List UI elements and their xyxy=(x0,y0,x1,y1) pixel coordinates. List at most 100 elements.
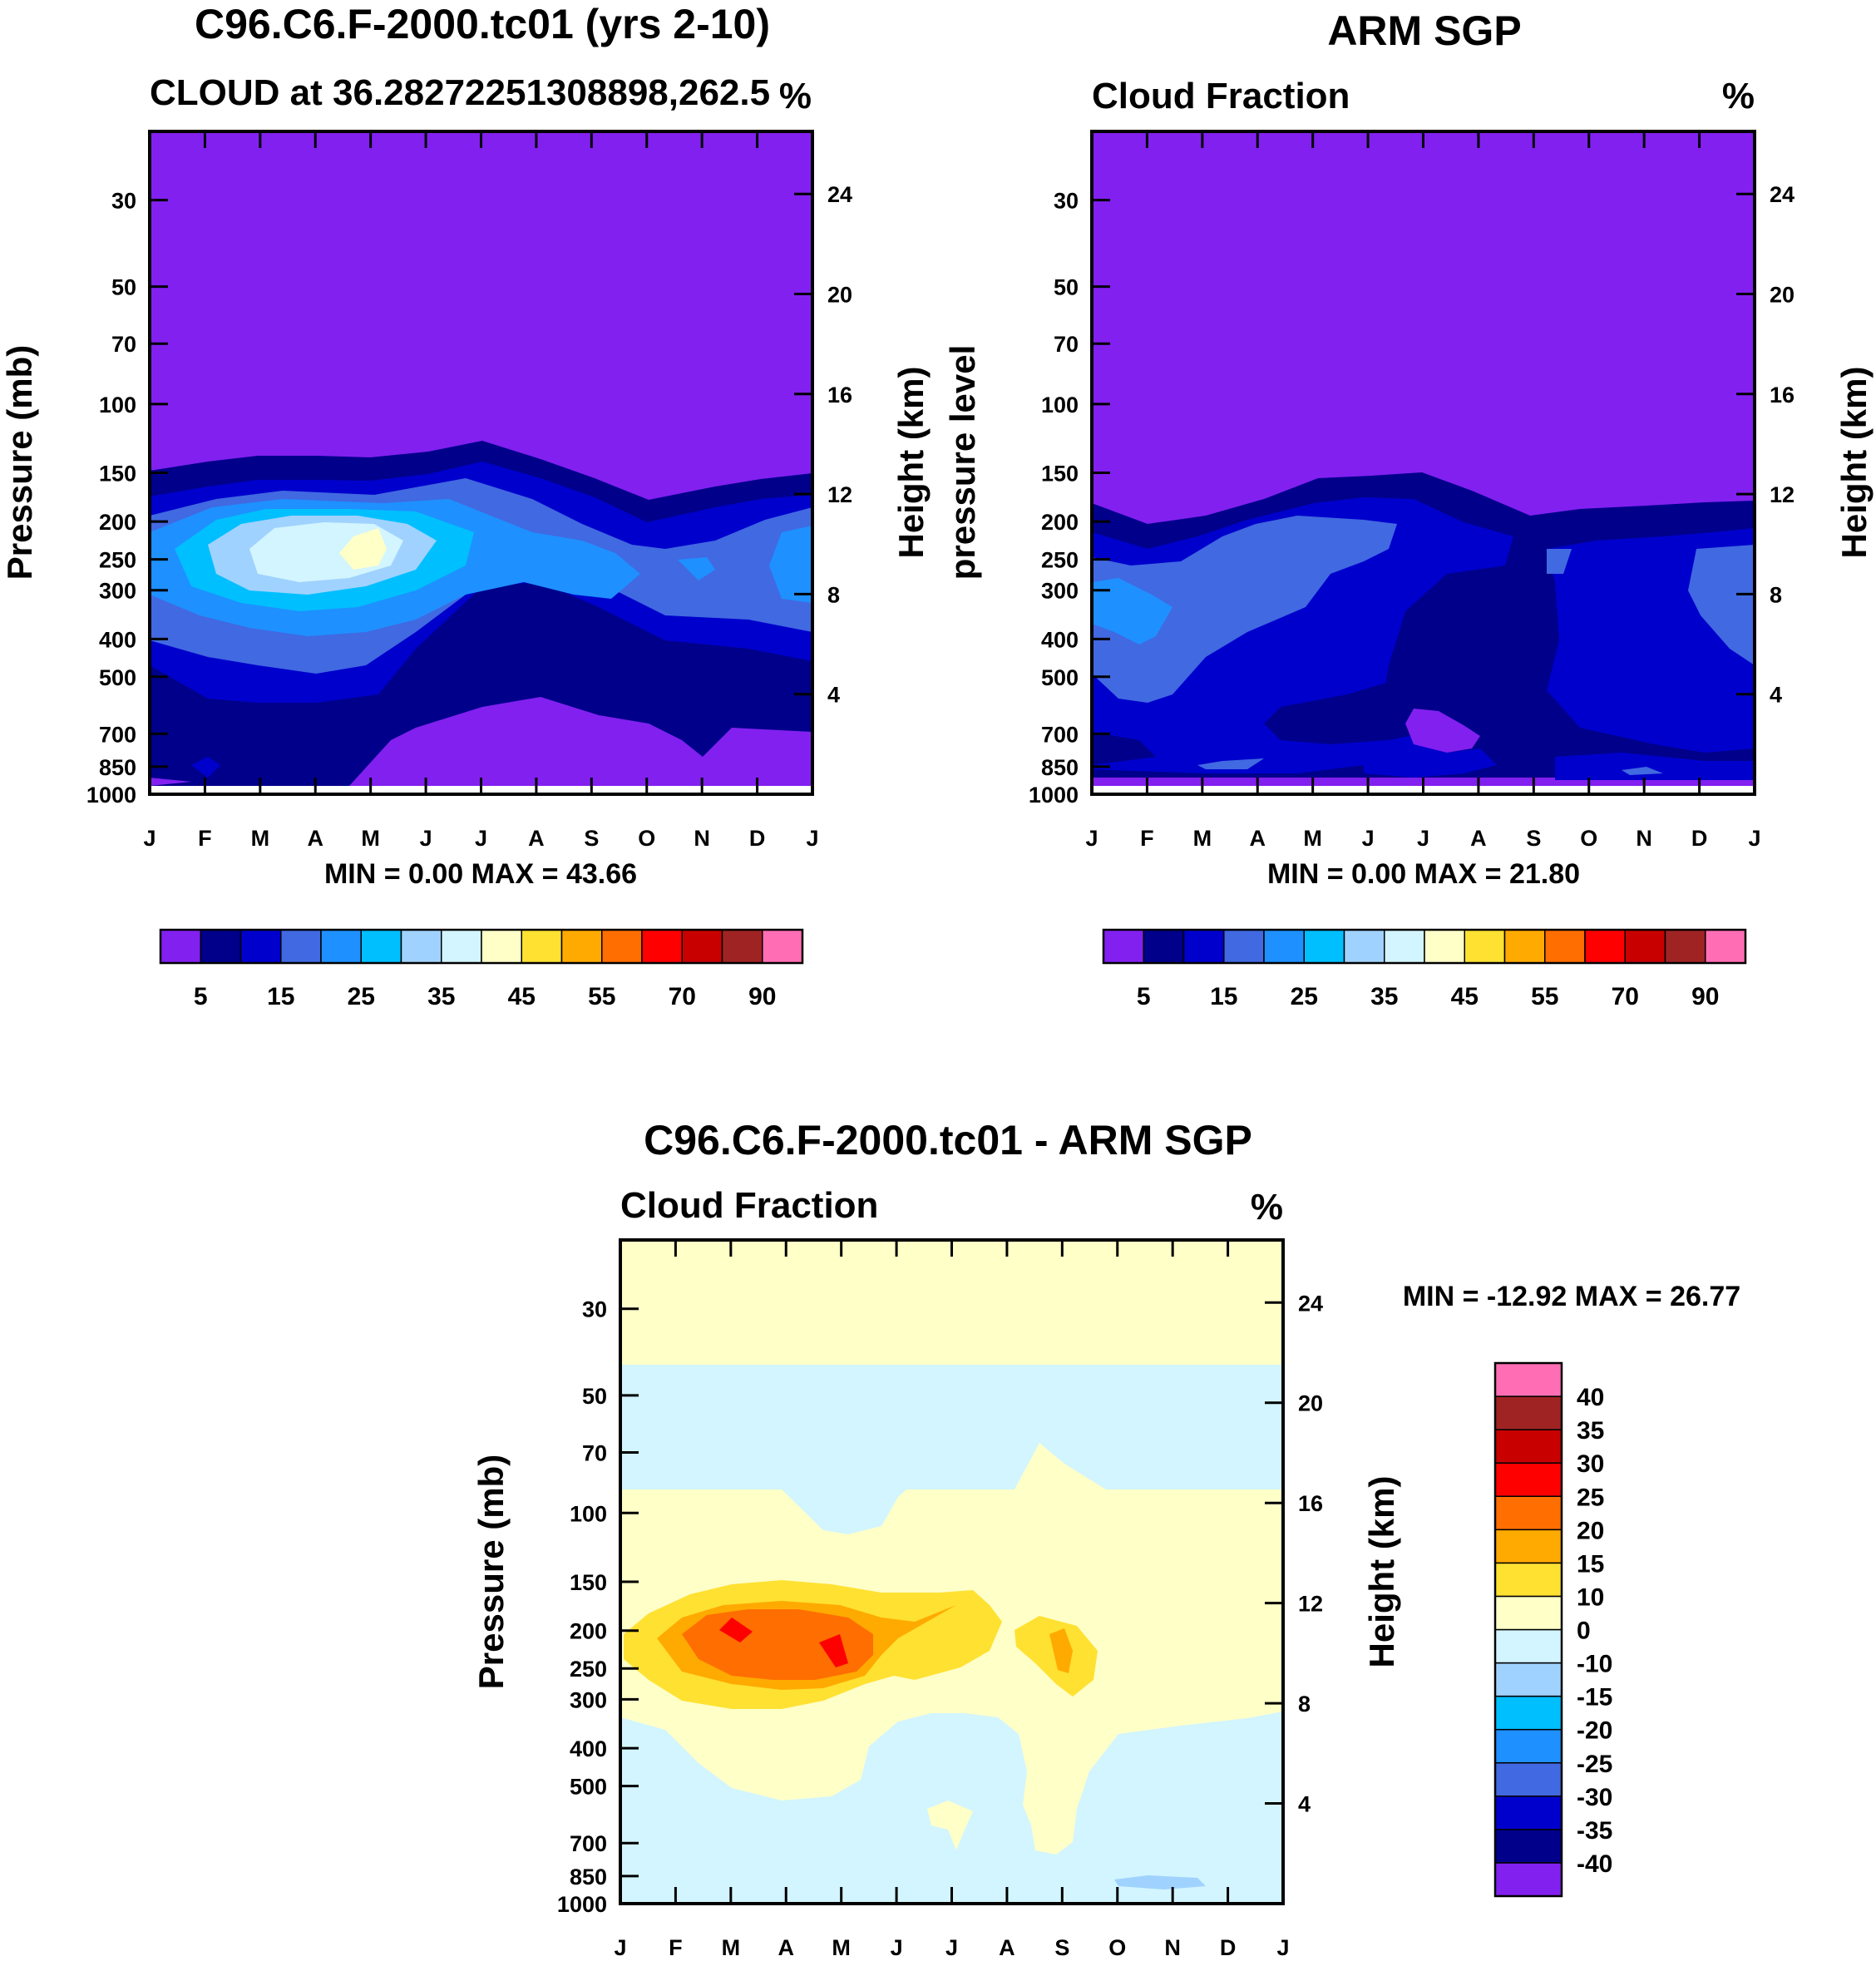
x-tick-label: J xyxy=(1748,826,1760,851)
x-tick-label: M xyxy=(1193,826,1212,851)
colorbar-swatch xyxy=(1494,1495,1563,1531)
x-tick-label: M xyxy=(722,1935,741,1960)
colorbar-swatch xyxy=(601,929,643,964)
contour-fill xyxy=(1197,758,1663,775)
y-tick-label: 300 xyxy=(1041,579,1079,604)
colorbar-swatch xyxy=(1494,1796,1563,1830)
panel-diff-ylabel-right: Height (km) xyxy=(1362,1476,1401,1668)
y-tick-label: 400 xyxy=(99,627,136,652)
y-right-tick-label: 12 xyxy=(1298,1592,1323,1617)
y-tick-label: 500 xyxy=(1041,665,1079,690)
colorbar-label: 25 xyxy=(348,983,375,1010)
contour-fill xyxy=(1405,709,1480,753)
y-tick-label: 500 xyxy=(99,665,136,690)
y-tick-label: 100 xyxy=(99,393,136,417)
colorbar-swatch xyxy=(1223,929,1265,964)
y-tick-label: 700 xyxy=(570,1831,607,1856)
colorbar-swatch xyxy=(1494,1395,1563,1430)
y-tick-label: 500 xyxy=(570,1775,607,1800)
y-tick-label: 70 xyxy=(111,332,136,357)
colorbar-swatch xyxy=(160,929,201,964)
y-right-tick-label: 20 xyxy=(827,282,852,307)
colorbar-swatch xyxy=(1494,1562,1563,1598)
panel-model: C96.C6.F-2000.tc01 (yrs 2-10) CLOUD at 3… xyxy=(0,1,931,1010)
panel-diff-y-ticks: 30 50 70 100 150 200 250 300 400 500 700 850 1000 xyxy=(557,1297,639,1917)
colorbar-swatch xyxy=(200,929,242,964)
colorbar-swatch xyxy=(1182,929,1225,964)
y-tick-label: 400 xyxy=(1041,627,1079,652)
y-tick-label: 250 xyxy=(1041,548,1079,573)
panel-diff-title: C96.C6.F-2000.tc01 - ARM SGP xyxy=(644,1117,1252,1163)
x-tick-label: A xyxy=(778,1935,795,1960)
colorbar-swatch xyxy=(1494,1429,1563,1464)
colorbar-label: 90 xyxy=(1691,983,1719,1010)
y-right-tick-label: 16 xyxy=(1298,1491,1323,1516)
y-tick-label: 850 xyxy=(1041,755,1079,780)
contour-fill xyxy=(191,757,220,778)
colorbar-label: 45 xyxy=(508,983,536,1010)
colorbar-swatch xyxy=(1494,1762,1563,1797)
colorbar-swatch xyxy=(681,929,723,964)
colorbar-swatch xyxy=(280,929,322,964)
panel-model-y-ticks-right: 24 20 16 12 8 4 xyxy=(794,182,852,708)
colorbar-label: 15 xyxy=(1577,1550,1604,1578)
colorbar-swatch xyxy=(481,929,522,964)
colorbar-swatch xyxy=(560,929,603,964)
x-tick-label: N xyxy=(1164,1935,1181,1960)
panel-diff-subtitle: Cloud Fraction xyxy=(620,1185,878,1226)
panel-obs-title: ARM SGP xyxy=(1327,7,1521,54)
colorbar-swatch xyxy=(1464,929,1506,964)
y-tick-label: 30 xyxy=(582,1297,607,1322)
colorbar-label: 20 xyxy=(1577,1517,1604,1544)
colorbar-swatch xyxy=(1494,1829,1563,1864)
y-right-tick-label: 12 xyxy=(1770,482,1795,507)
colorbar-label: -25 xyxy=(1577,1751,1612,1778)
colorbar-swatch xyxy=(400,929,442,964)
y-tick-label: 30 xyxy=(1054,189,1079,214)
x-tick-label: M xyxy=(251,826,270,851)
y-tick-label: 250 xyxy=(99,548,136,573)
colorbar-swatch xyxy=(1494,1728,1563,1764)
panel-obs-ylabel-right: Height (km) xyxy=(1834,367,1874,559)
panel-model-ylabel: Pressure (mb) xyxy=(0,345,39,580)
panel-obs-contours xyxy=(1092,131,1755,786)
x-tick-label: A xyxy=(308,826,324,851)
x-tick-label: J xyxy=(614,1935,626,1960)
y-tick-label: 1000 xyxy=(557,1892,607,1917)
x-tick-label: S xyxy=(584,826,599,851)
panel-obs-units: % xyxy=(1722,76,1755,116)
colorbar-swatch xyxy=(1343,929,1385,964)
colorbar-swatch xyxy=(1494,1462,1563,1497)
y-tick-label: 200 xyxy=(99,510,136,535)
colorbar-label: 10 xyxy=(1577,1583,1604,1611)
y-right-tick-label: 16 xyxy=(827,383,852,408)
colorbar-label: 70 xyxy=(669,983,696,1010)
y-right-tick-label: 24 xyxy=(827,182,852,207)
y-tick-label: 70 xyxy=(1054,332,1079,357)
x-tick-label: J xyxy=(891,1935,903,1960)
y-tick-label: 200 xyxy=(1041,510,1079,535)
contour-fill xyxy=(1015,1443,1106,1489)
y-tick-label: 300 xyxy=(99,579,136,604)
panel-obs-minmax: MIN = 0.00 MAX = 21.80 xyxy=(1267,858,1580,890)
colorbar-swatch xyxy=(360,929,402,964)
x-tick-label: D xyxy=(1220,1935,1237,1960)
x-tick-label: D xyxy=(1691,826,1708,851)
colorbar-swatch xyxy=(1143,929,1185,964)
colorbar-label: -10 xyxy=(1577,1651,1612,1678)
panel-model-minmax: MIN = 0.00 MAX = 43.66 xyxy=(324,858,637,890)
colorbar-swatch xyxy=(1103,929,1144,964)
x-tick-label: A xyxy=(1250,826,1266,851)
colorbar-label: 55 xyxy=(1531,983,1558,1010)
x-tick-label: J xyxy=(143,826,156,851)
y-right-tick-label: 8 xyxy=(1770,582,1782,607)
x-tick-label: J xyxy=(806,826,818,851)
x-tick-label: A xyxy=(999,1935,1015,1960)
contour-fill xyxy=(620,1365,1283,1489)
colorbar-swatch xyxy=(1494,1595,1563,1631)
y-right-tick-label: 24 xyxy=(1770,182,1795,207)
